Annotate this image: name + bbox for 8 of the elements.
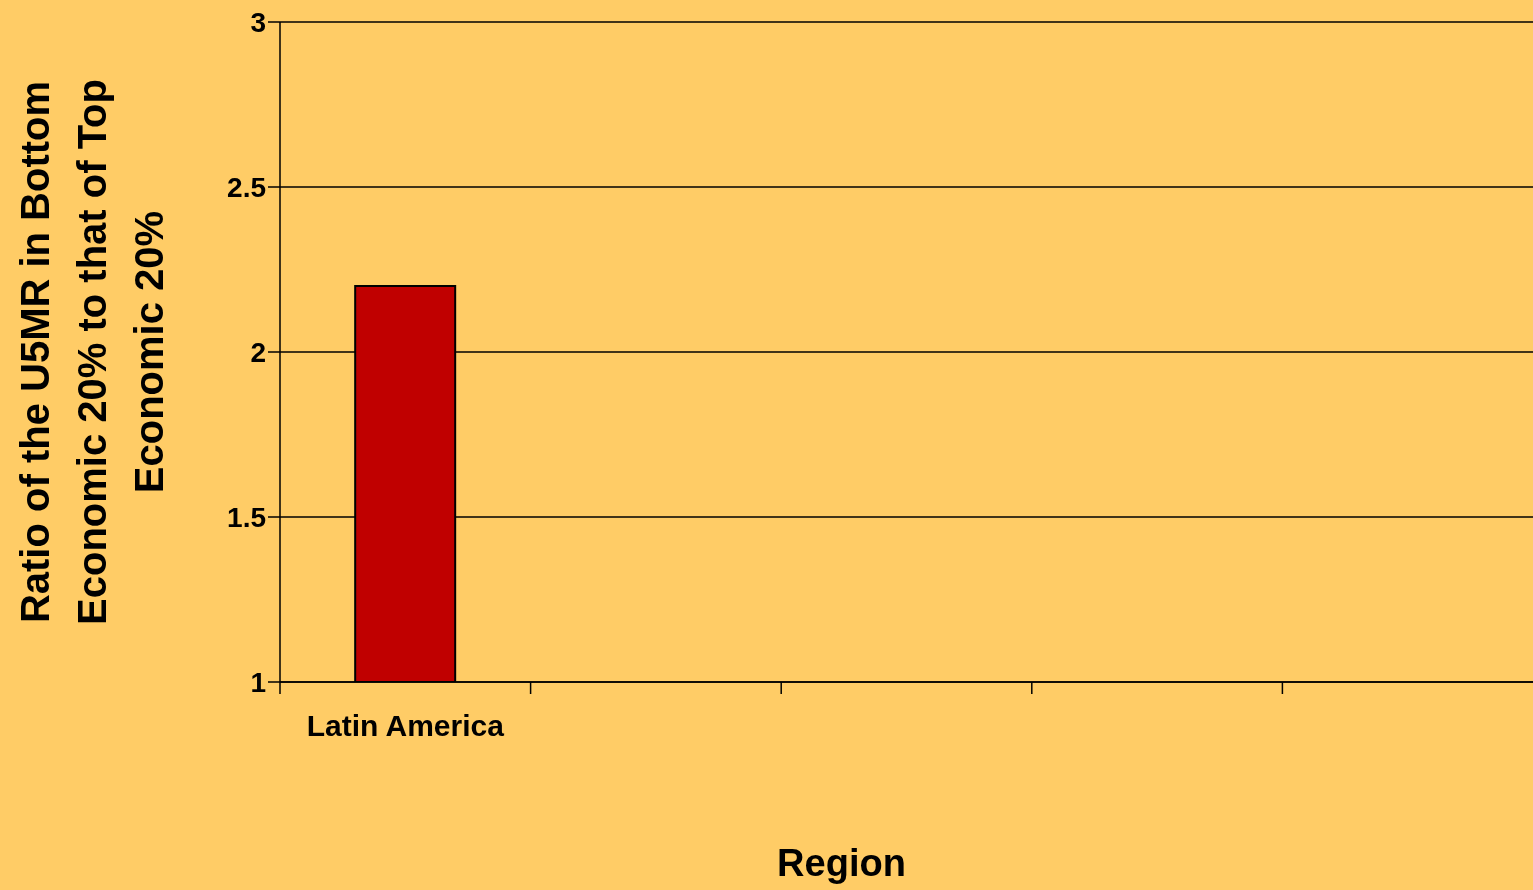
x-axis-title: Region <box>776 842 907 885</box>
y-axis-title: Ratio of the U5MR in Bottom Economic 20% to that of Top Economic 20% <box>11 78 172 627</box>
y-tick-label: 3 <box>250 6 266 38</box>
y-tick-label: 2.5 <box>227 171 266 203</box>
y-tick-label: 1.5 <box>227 501 266 533</box>
y-tick-label: 1 <box>250 666 266 698</box>
y-tick-label: 2 <box>250 336 266 368</box>
x-tick-label: Latin America <box>306 709 505 742</box>
